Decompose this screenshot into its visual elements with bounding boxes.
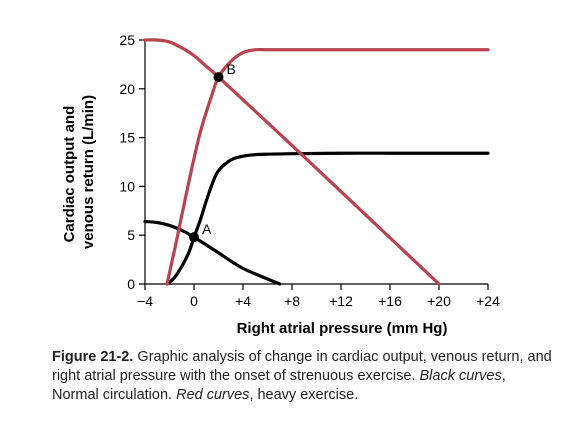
x-tick-label: +20 (427, 293, 451, 309)
equilibrium-point-b (213, 72, 224, 83)
x-axis-title: Right atrial pressure (mm Hg) (237, 320, 448, 337)
y-tick-label: 15 (119, 130, 135, 146)
y-tick-label: 0 (127, 276, 135, 292)
x-tick-label: 0 (190, 293, 198, 309)
y-tick-label: 5 (127, 227, 135, 243)
equilibrium-point-label: A (202, 221, 212, 237)
x-tick-label: −4 (137, 293, 153, 309)
caption-figure-label: Figure 21-2. (52, 349, 134, 365)
chart: Cardiac output and venous return (L/min)… (61, 32, 500, 337)
x-tick-label: +8 (284, 293, 300, 309)
equilibrium-point-label: B (227, 61, 236, 77)
series-line-normal-cardiac-output (165, 151, 490, 286)
caption-black-label: Black curves (419, 368, 502, 384)
x-tick-label: +4 (235, 293, 251, 309)
series-line-normal-venous-return (143, 219, 282, 286)
points-layer: AB (189, 61, 236, 243)
y-axis-title: Cardiac output and venous return (L/min) (61, 95, 97, 249)
series-line-exercise-venous-return (143, 38, 441, 286)
x-tick-label: +16 (378, 293, 402, 309)
y-tick-label: 20 (119, 81, 135, 97)
y-tick-label: 25 (119, 32, 135, 48)
caption-red-text: , heavy exercise. (249, 387, 359, 403)
figure-caption: Figure 21-2. Graphic analysis of change … (52, 348, 552, 405)
caption-text-main: Graphic analysis of change in cardiac ou… (52, 349, 552, 384)
caption-black-text: , Normal circulation. (52, 368, 506, 403)
y-tick-label: 10 (119, 178, 135, 194)
caption-red-label: Red curves (176, 387, 250, 403)
y-axis-title-line-1: Cardiac output and (61, 106, 78, 243)
equilibrium-point-a (189, 232, 199, 243)
x-tick-label: +24 (476, 293, 500, 309)
series-line-exercise-cardiac-output (165, 47, 490, 286)
x-tick-label: +12 (329, 293, 353, 309)
series-layer (143, 38, 490, 286)
y-axis-title-line-2: venous return (L/min) (80, 95, 97, 249)
